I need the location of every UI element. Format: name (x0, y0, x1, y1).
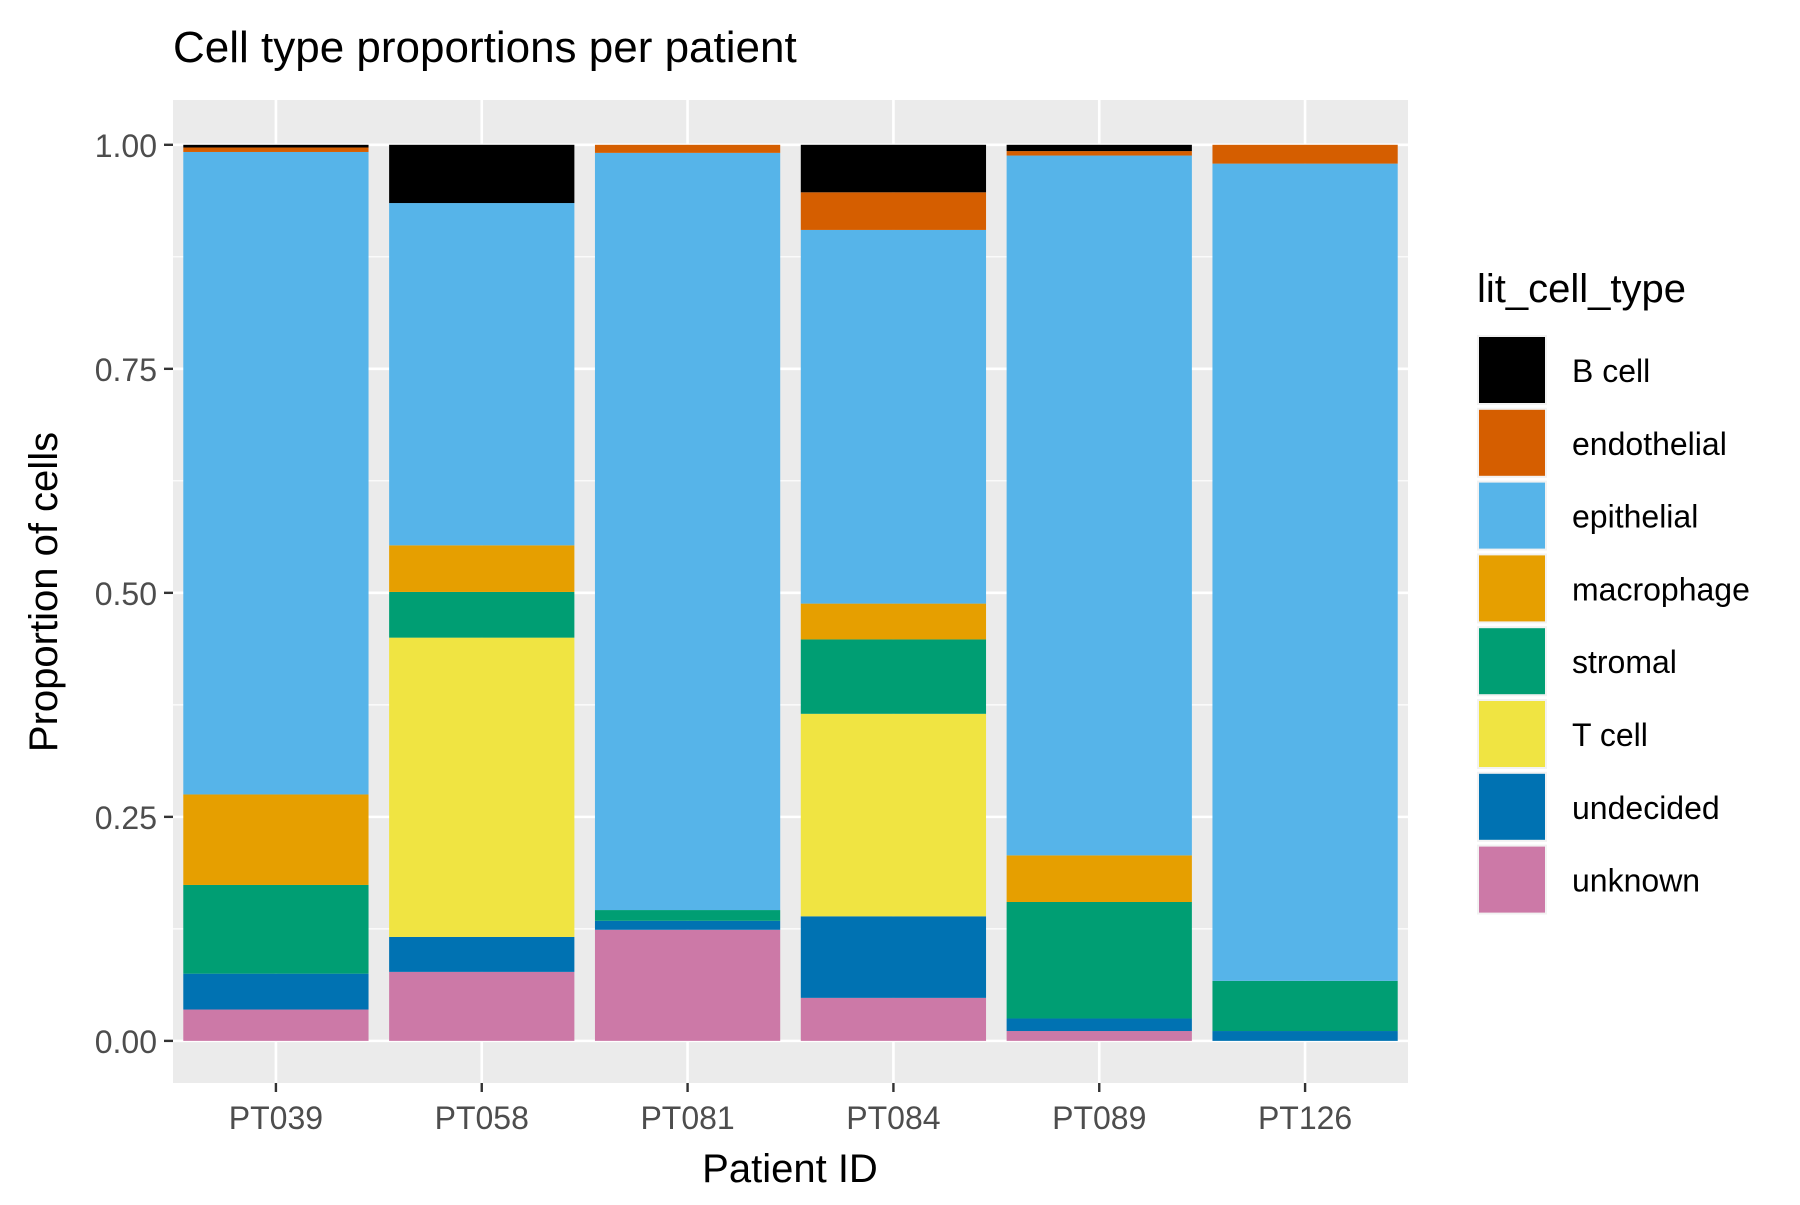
bar-segment (594, 910, 781, 921)
legend-label: stromal (1572, 644, 1677, 680)
bar-segment (183, 1009, 369, 1041)
bar-segment (1006, 1031, 1192, 1041)
x-tick-label: PT089 (1052, 1100, 1146, 1136)
legend-key (1479, 409, 1545, 476)
legend-label: B cell (1572, 353, 1650, 389)
bar-segment (183, 144, 369, 148)
bar-segment (800, 713, 987, 917)
legend-key (1479, 628, 1545, 695)
bar-segment (594, 920, 781, 930)
bar-segment (389, 203, 575, 546)
bar-segment (1212, 163, 1398, 981)
bar-layer (183, 144, 1398, 1041)
bar-segment (1006, 855, 1192, 902)
y-tick-label: 0.25 (95, 800, 157, 836)
bar-segment (389, 971, 575, 1041)
x-tick-label: PT084 (846, 1100, 940, 1136)
y-tick-label: 1.00 (95, 128, 157, 164)
bar-segment (389, 591, 575, 638)
y-tick-label: 0.75 (95, 352, 157, 388)
axis-layer: 0.00 0.25 0.50 0.75 1.00 PT039 PT058 PT081 PT084… (95, 128, 1353, 1136)
legend-label: macrophage (1572, 571, 1750, 607)
bar-segment (389, 637, 575, 937)
x-tick-label: PT039 (229, 1100, 323, 1136)
bar-segment (800, 603, 987, 640)
x-tick-label: PT081 (640, 1100, 734, 1136)
bar-segment (594, 929, 781, 1041)
bar-segment (183, 147, 369, 152)
bar-segment (1006, 144, 1192, 152)
bar-segment (594, 144, 781, 153)
legend-label: epithelial (1572, 499, 1698, 535)
bar-segment (389, 144, 575, 204)
x-tick-label: PT058 (435, 1100, 529, 1136)
legend: B cell endothelial epithelial macrophage str… (1477, 335, 1750, 915)
legend-key (1479, 701, 1545, 767)
bar-segment (800, 229, 987, 604)
bar-segment (1212, 1031, 1398, 1041)
bar-segment (183, 884, 369, 974)
bar-segment (1006, 901, 1192, 1019)
y-tick-label: 0.50 (95, 576, 157, 612)
legend-key (1479, 555, 1545, 622)
bar-segment (183, 151, 369, 795)
bar-segment (800, 997, 987, 1041)
y-axis-title: Proportion of cells (22, 432, 66, 752)
bar-segment (800, 916, 987, 998)
bar-segment (1006, 155, 1192, 856)
bar-segment (183, 973, 369, 1010)
bar-segment (1212, 144, 1398, 164)
x-axis-title: Patient ID (702, 1147, 878, 1191)
bar-segment (1006, 151, 1192, 156)
legend-label: T cell (1572, 717, 1648, 753)
bar-segment (594, 152, 781, 911)
bar-segment (1006, 1018, 1192, 1032)
bar-segment (389, 545, 575, 592)
bar-segment (183, 794, 369, 885)
legend-key (1479, 846, 1545, 913)
legend-label: unknown (1572, 863, 1700, 899)
legend-label: endothelial (1572, 426, 1727, 462)
x-tick-label: PT126 (1258, 1100, 1352, 1136)
legend-key (1479, 482, 1545, 549)
plot-panel (173, 100, 1408, 1083)
y-tick-label: 0.00 (95, 1024, 157, 1060)
bar-segment (1212, 980, 1398, 1032)
chart-title: Cell type proportions per patient (173, 23, 797, 72)
bar-segment (800, 192, 987, 230)
legend-key (1479, 337, 1545, 403)
bar-segment (389, 936, 575, 972)
bar-segment (800, 144, 987, 193)
bar-segment (800, 639, 987, 714)
legend-title: lit_cell_type (1477, 267, 1686, 311)
legend-key (1479, 773, 1545, 840)
legend-label: undecided (1572, 790, 1720, 826)
